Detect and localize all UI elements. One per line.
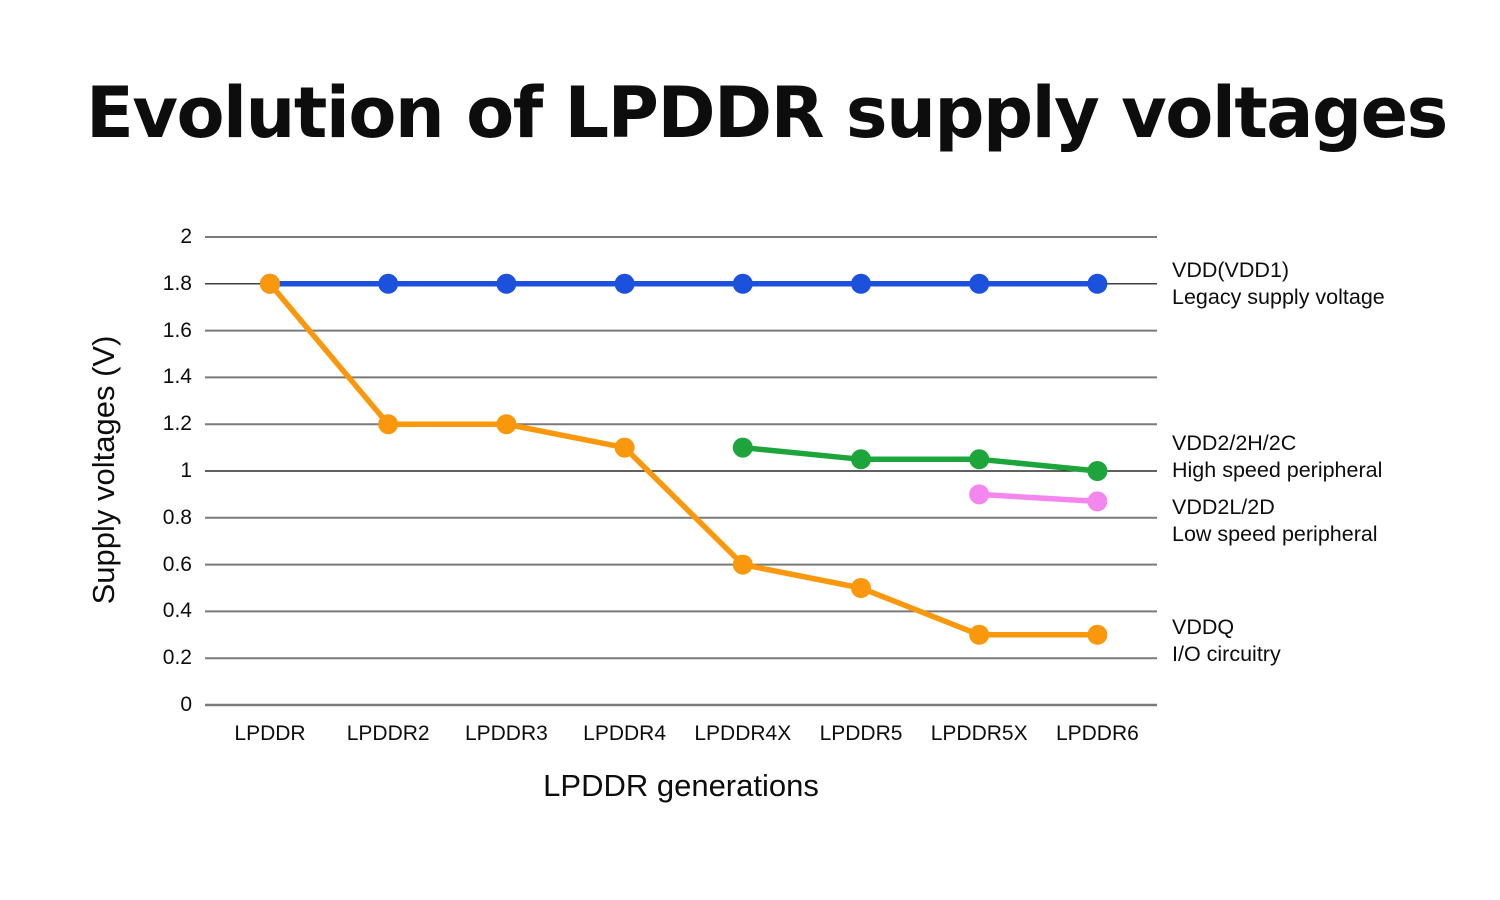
y-tick-label: 1.2 (162, 412, 192, 436)
data-point (969, 449, 990, 470)
legend-series-description: Legacy supply voltage (1172, 284, 1385, 309)
legend-entry: VDD(VDD1) Legacy supply voltage (1172, 257, 1385, 311)
legend-entry: VDD2/2H/2C High speed peripheral (1172, 430, 1382, 484)
data-point (1087, 491, 1108, 512)
data-point (1087, 461, 1108, 481)
chart-title: Evolution of LPDDR supply voltages (86, 72, 1448, 154)
data-point (969, 273, 990, 294)
data-point (1087, 624, 1108, 645)
y-tick-label: 0.6 (162, 552, 192, 576)
x-tick-label: LPDDR4 (583, 722, 667, 745)
legend-series-name: VDDQ (1172, 614, 1235, 639)
legend-entry: VDD2L/2D Low speed peripheral (1172, 494, 1378, 548)
data-point (496, 273, 517, 294)
y-tick-label: 1.8 (162, 271, 192, 295)
data-point (969, 484, 990, 505)
x-tick-label: LPDDR (234, 722, 306, 745)
data-point (614, 273, 635, 294)
data-point (614, 437, 635, 458)
x-axis-title: LPDDR generations (543, 768, 819, 803)
y-tick-label: 0 (180, 693, 192, 716)
data-point (732, 437, 753, 458)
data-point (1087, 273, 1108, 294)
y-tick-label: 0.4 (162, 599, 192, 623)
x-tick-label: LPDDR5 (819, 722, 903, 745)
data-point (851, 449, 871, 470)
series-line-vdd2l-2d (976, 491, 1101, 505)
data-point (496, 414, 517, 435)
x-tick-label: LPDDR6 (1055, 722, 1139, 745)
data-point (260, 273, 280, 294)
legend-series-name: VDD(VDD1) (1172, 257, 1290, 282)
legend-series-description: Low speed peripheral (1172, 522, 1378, 547)
y-tick-label: 0.8 (162, 505, 192, 529)
x-tick-label: LPDDR4X (694, 722, 792, 745)
series-line-vddq (267, 281, 1101, 638)
series-line-vdd2-2h-2c (740, 444, 1101, 474)
legend-series-name: VDD2L/2D (1172, 495, 1275, 520)
data-point (969, 624, 990, 645)
x-tick-label: LPDDR3 (464, 722, 548, 745)
x-tick-label: LPDDR2 (346, 722, 430, 745)
legend-series-description: I/O circuitry (1172, 641, 1281, 666)
y-tick-label: 1.4 (162, 365, 192, 389)
y-tick-label: 0.2 (162, 646, 192, 670)
data-point (732, 273, 753, 294)
data-point (378, 414, 399, 435)
legend-series-name: VDD2/2H/2C (1172, 431, 1297, 455)
legend-entry: VDDQ I/O circuitry (1172, 614, 1281, 668)
data-point (732, 554, 753, 575)
y-tick-label: 1 (180, 459, 192, 482)
data-point (378, 273, 399, 294)
data-point (851, 578, 871, 598)
y-tick-label: 2 (180, 225, 192, 248)
y-tick-label: 1.6 (162, 318, 192, 342)
x-tick-label: LPDDR5X (930, 722, 1028, 745)
data-point (851, 273, 871, 294)
legend-series-description: High speed peripheral (1172, 458, 1383, 482)
